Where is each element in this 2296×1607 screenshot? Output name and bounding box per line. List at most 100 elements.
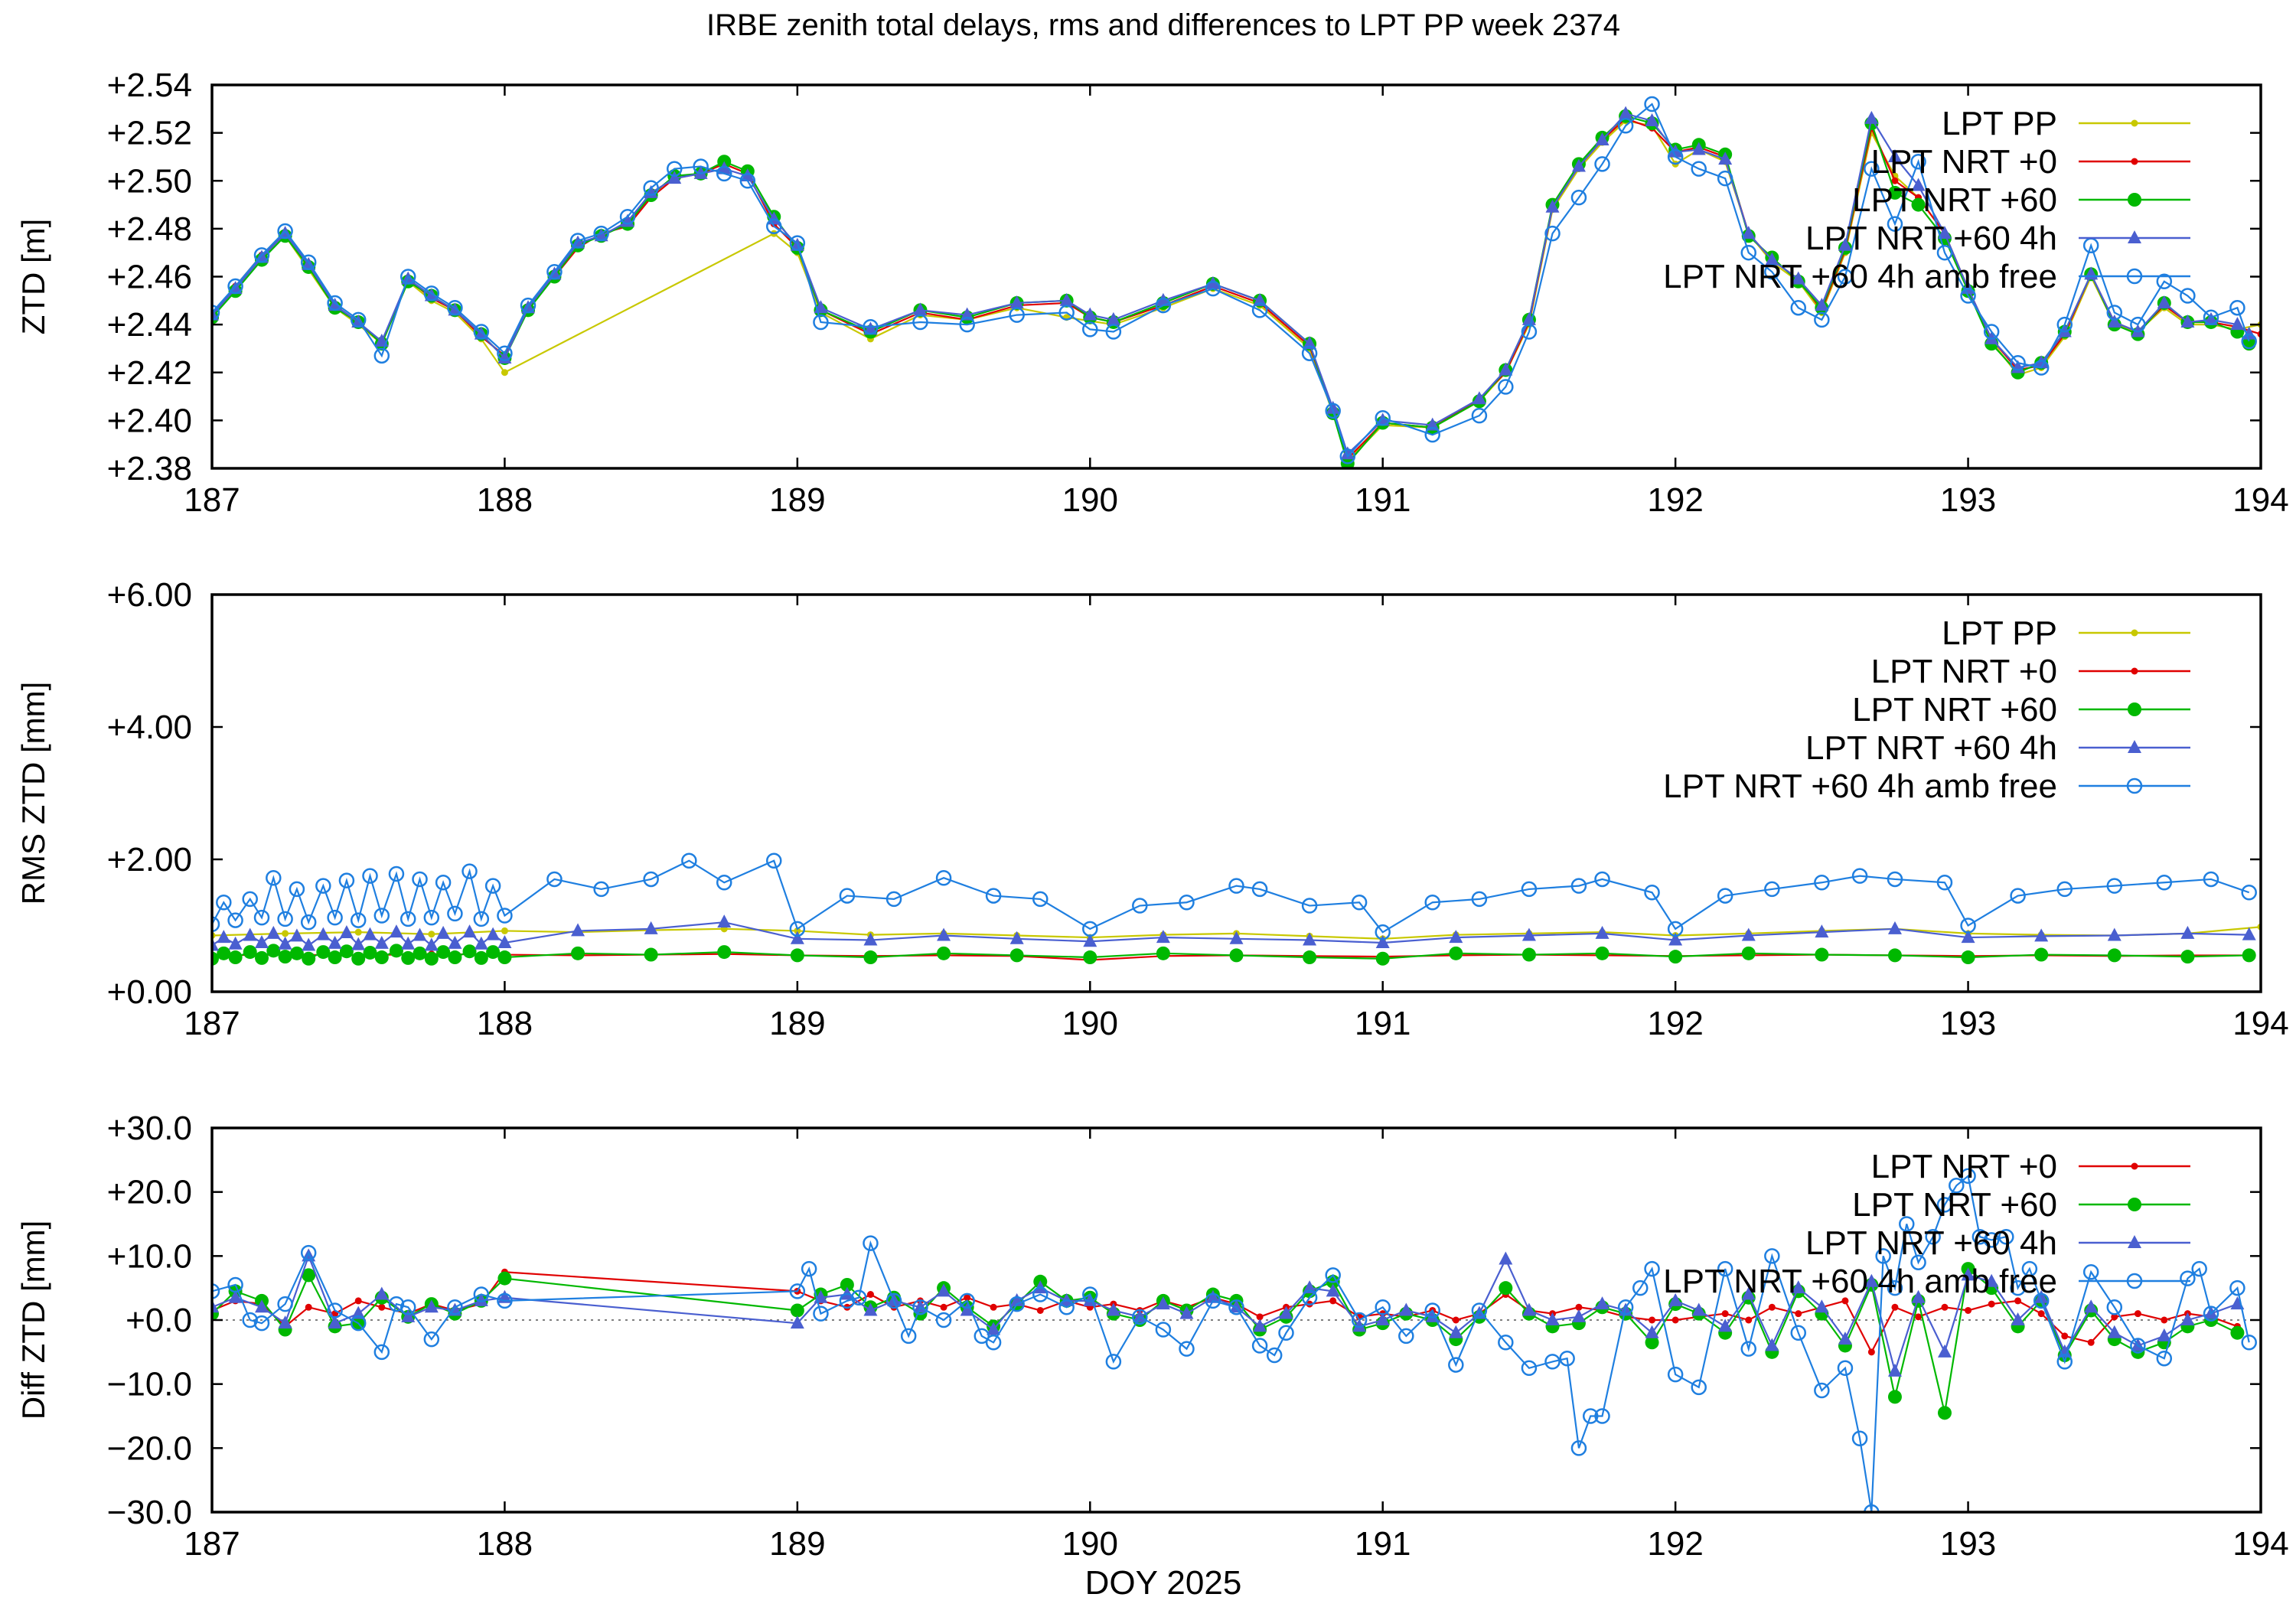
data-point — [885, 891, 902, 908]
data-point — [1815, 924, 1829, 938]
legend-label: LPT NRT +60 — [1852, 181, 2057, 219]
data-point — [1644, 885, 1660, 901]
data-point — [1740, 1341, 1756, 1357]
data-point — [2157, 1328, 2171, 1341]
data-point — [643, 871, 659, 888]
data-point — [2180, 288, 2196, 304]
data-point — [1837, 1360, 1854, 1376]
data-point — [1915, 1313, 1923, 1321]
data-point — [2230, 1325, 2245, 1340]
data-point — [937, 1283, 951, 1297]
data-point — [739, 173, 756, 189]
data-point — [1009, 307, 1025, 323]
data-point — [423, 1331, 440, 1348]
x-tick-label: 191 — [1355, 1005, 1411, 1042]
data-point — [1668, 950, 1683, 964]
data-point — [863, 321, 878, 335]
data-point — [1645, 112, 1659, 126]
data-point — [1668, 1292, 1683, 1306]
data-point — [389, 944, 403, 958]
legend-label: LPT NRT +60 — [1852, 1186, 2057, 1224]
legend-label: LPT NRT +60 — [1852, 691, 2057, 729]
data-point — [327, 295, 343, 311]
data-point — [1837, 269, 1854, 285]
data-point — [960, 307, 974, 321]
data-point — [300, 1244, 317, 1261]
data-point — [912, 314, 928, 331]
data-point — [1595, 132, 1609, 146]
data-point — [1105, 324, 1122, 340]
data-point — [227, 1276, 243, 1293]
data-point — [1545, 1312, 1560, 1325]
data-point — [644, 947, 658, 962]
data-point — [1887, 216, 1903, 232]
data-point — [813, 1305, 829, 1322]
data-point — [935, 1312, 952, 1328]
data-point — [374, 1286, 389, 1300]
data-point — [400, 1299, 416, 1315]
data-point — [1795, 1310, 1802, 1318]
data-point — [448, 302, 462, 316]
data-point — [378, 1303, 386, 1311]
data-point — [2130, 1338, 2146, 1354]
x-tick-label: 190 — [1062, 1005, 1118, 1042]
data-point — [1032, 891, 1049, 908]
data-point — [2156, 1350, 2173, 1367]
data-point — [302, 951, 316, 966]
data-point — [1961, 930, 1975, 944]
data-point — [2191, 1260, 2207, 1277]
data-point — [436, 925, 451, 939]
x-tick-label: 188 — [477, 481, 533, 519]
data-point — [863, 932, 878, 946]
data-point — [2010, 888, 2026, 904]
data-point — [1998, 1228, 2014, 1245]
data-point — [1791, 271, 1805, 285]
data-point — [212, 305, 220, 321]
data-point — [912, 1299, 928, 1315]
legend-swatch-marker — [2128, 230, 2141, 243]
data-point — [2082, 1264, 2099, 1280]
data-point — [1205, 1289, 1220, 1303]
data-point — [373, 1344, 390, 1361]
data-point — [866, 1291, 874, 1299]
data-point — [266, 925, 281, 939]
data-point — [1303, 932, 1317, 946]
data-point — [1745, 1316, 1753, 1324]
data-point — [1009, 1296, 1025, 1312]
x-tick-label: 187 — [184, 481, 240, 519]
data-point — [484, 878, 501, 894]
x-tick-label: 193 — [1940, 481, 1996, 519]
data-point — [354, 928, 362, 936]
y-tick-label: +6.00 — [107, 576, 192, 614]
data-point — [1960, 1168, 1976, 1184]
data-point — [2241, 885, 2257, 901]
data-point — [1887, 1363, 1902, 1377]
data-point — [424, 288, 439, 302]
legend-swatch-marker — [2128, 193, 2141, 207]
data-point — [1887, 871, 1903, 888]
y-tick-label: +2.52 — [107, 115, 192, 152]
data-point — [501, 927, 508, 934]
data-point — [1988, 1300, 1995, 1308]
data-point — [1645, 1335, 1659, 1350]
data-point — [316, 945, 331, 960]
data-point — [2203, 311, 2218, 325]
data-point — [255, 1299, 269, 1313]
data-point — [2021, 1260, 2038, 1277]
legend-entry-lpt-nrt-60-4h-amb-free: LPT NRT +60 4h amb free — [1663, 258, 2190, 295]
data-point — [1632, 1279, 1649, 1296]
data-point — [2106, 305, 2123, 321]
data-point — [1645, 1325, 1659, 1338]
data-point — [1301, 1289, 1318, 1305]
data-point — [863, 1235, 879, 1251]
ztd-panel: 187 188 189 190 191 192 193 194 +2.38 +2.40 +2.42 +… — [15, 67, 2289, 519]
data-point — [1351, 1312, 1368, 1328]
data-point — [447, 1299, 463, 1315]
data-point — [289, 881, 305, 898]
legend-label: LPT NRT +0 — [1871, 653, 2057, 690]
data-point — [1649, 1316, 1656, 1324]
data-point — [990, 1303, 997, 1311]
data-point — [474, 326, 488, 340]
data-point — [985, 1335, 1002, 1351]
data-point — [1718, 1319, 1733, 1332]
